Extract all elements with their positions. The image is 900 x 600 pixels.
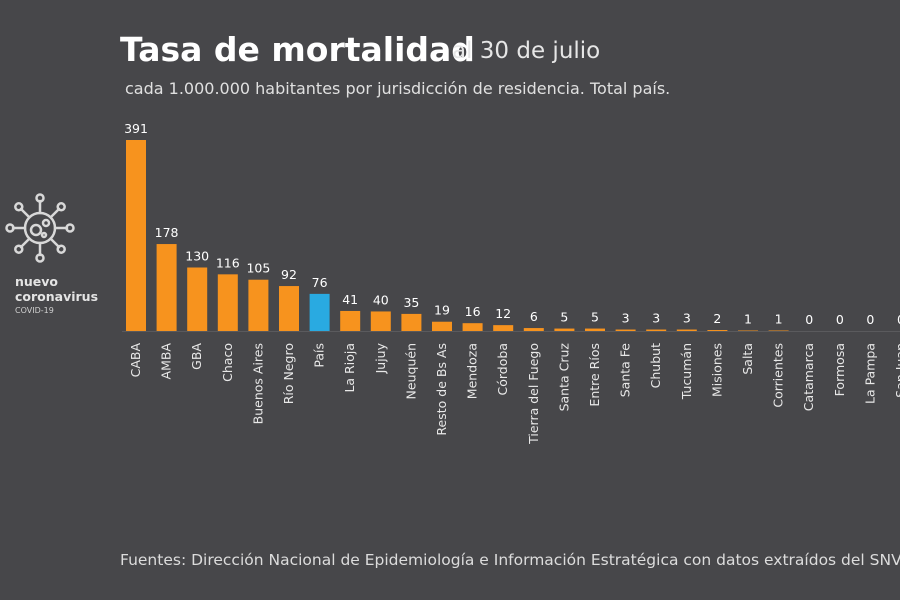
chart-title: Tasa de mortalidad — [120, 30, 475, 69]
coronavirus-icon — [5, 193, 75, 263]
category-label-la-pampa: La Pampa — [862, 343, 877, 404]
category-label-tucuman: Tucumán — [679, 343, 694, 400]
category-label-misiones: Misiones — [709, 343, 724, 397]
bar-resto-de-bs-as — [432, 321, 452, 331]
value-label-amba: 178 — [155, 225, 179, 240]
bar-tucuman — [676, 329, 697, 331]
value-label-tierra-del-fuego: 6 — [530, 309, 538, 324]
category-label-formosa: Formosa — [832, 343, 847, 396]
bar-cordoba — [493, 325, 514, 331]
logo-text-covid: COVID-19 — [15, 306, 54, 315]
value-label-gba: 130 — [185, 248, 209, 263]
value-label-la-pampa: 0 — [866, 312, 874, 327]
category-label-chubut: Chubut — [648, 343, 663, 388]
coronavirus-logo: nuevo coronavirus COVID-19 — [4, 192, 104, 315]
value-label-resto-de-bs-as: 19 — [434, 303, 450, 318]
chart-subtitle: cada 1.000.000 habitantes por jurisdicci… — [125, 79, 671, 98]
category-label-tierra-del-fuego: Tierra del Fuego — [526, 343, 541, 445]
value-label-chubut: 3 — [652, 311, 660, 326]
bar-pais — [309, 293, 330, 331]
bar-caba — [126, 140, 146, 331]
bar-mendoza — [462, 323, 483, 331]
bar-chaco — [217, 274, 238, 331]
bar-entre-rios — [585, 328, 605, 331]
category-label-gba: GBA — [189, 343, 204, 370]
value-label-santa-fe: 3 — [622, 311, 630, 326]
value-label-caba: 391 — [124, 121, 148, 136]
value-label-jujuy: 40 — [373, 292, 389, 307]
category-label-chaco: Chaco — [220, 343, 235, 382]
category-label-amba: AMBA — [159, 343, 174, 380]
category-label-corrientes: Corrientes — [771, 343, 786, 408]
value-label-formosa: 0 — [836, 312, 844, 327]
category-label-buenos-aires: Buenos Aires — [250, 343, 265, 424]
bar-neuquen — [401, 313, 422, 331]
bar-tierra-del-fuego — [523, 328, 544, 331]
bar-chubut — [646, 329, 667, 331]
logo-text-coronavirus: coronavirus — [15, 289, 99, 304]
category-label-rio-negro: Río Negro — [281, 343, 296, 404]
category-label-la-rioja: La Rioja — [342, 343, 357, 393]
bar-amba — [156, 244, 177, 331]
chart-date: al 30 de julio — [452, 38, 601, 64]
value-label-entre-rios: 5 — [591, 310, 599, 325]
bar-santa-fe — [615, 329, 636, 331]
category-label-neuquen: Neuquén — [403, 343, 418, 399]
value-label-pais: 76 — [312, 275, 328, 290]
category-label-santa-cruz: Santa Cruz — [556, 343, 571, 412]
value-label-tucuman: 3 — [683, 311, 691, 326]
category-label-cordoba: Córdoba — [495, 343, 510, 395]
bar-rio-negro — [279, 286, 299, 331]
value-label-misiones: 2 — [713, 311, 721, 326]
logo-text-nuevo: nuevo — [15, 274, 59, 289]
bar-misiones — [707, 330, 728, 331]
bar-santa-cruz — [554, 328, 575, 331]
value-label-rio-negro: 92 — [281, 267, 297, 282]
category-label-resto-de-bs-as: Resto de Bs As — [434, 343, 449, 436]
category-label-santa-fe: Santa Fe — [618, 343, 633, 398]
category-label-caba: CABA — [128, 343, 143, 378]
value-label-corrientes: 1 — [775, 312, 783, 327]
value-label-chaco: 116 — [216, 255, 240, 270]
category-label-pais: País — [312, 343, 327, 368]
source-note: Fuentes: Dirección Nacional de Epidemiol… — [120, 551, 900, 569]
value-label-buenos-aires: 105 — [246, 261, 270, 276]
value-label-catamarca: 0 — [805, 312, 813, 327]
value-label-santa-cruz: 5 — [560, 310, 568, 325]
bar-la-rioja — [340, 310, 361, 331]
value-label-cordoba: 12 — [495, 306, 511, 321]
value-label-san-juan: 0 — [897, 312, 900, 327]
bar-gba — [187, 267, 208, 331]
bar-buenos-aires — [248, 279, 269, 331]
value-label-mendoza: 16 — [465, 304, 481, 319]
category-label-entre-rios: Entre Ríos — [587, 343, 602, 407]
category-label-jujuy: Jujuy — [373, 342, 388, 374]
category-label-salta: Salta — [740, 343, 755, 375]
value-label-salta: 1 — [744, 312, 752, 327]
category-label-catamarca: Catamarca — [801, 343, 816, 411]
bar-jujuy — [370, 311, 391, 331]
value-label-neuquen: 35 — [403, 295, 419, 310]
category-label-san-juan: San Juan — [893, 343, 900, 398]
category-label-mendoza: Mendoza — [465, 343, 480, 399]
value-label-la-rioja: 41 — [342, 292, 358, 307]
